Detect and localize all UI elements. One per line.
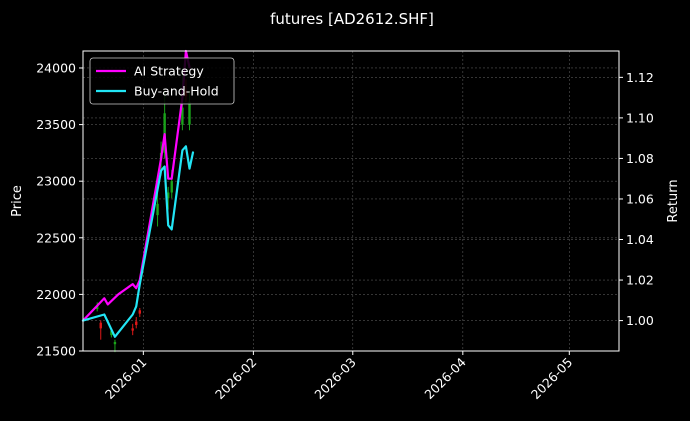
left-axis-ticks: 21500 22000 22500 23000 23500 24000 (36, 60, 83, 359)
y-tick-label-right: 1.06 (626, 191, 654, 206)
series-line-buy-and-hold (81, 145, 195, 338)
y-tick-label-left: 22500 (36, 230, 76, 245)
y-tick-label-right: 1.00 (626, 313, 654, 328)
candle-body (135, 321, 138, 325)
candle-body (166, 192, 170, 199)
candle-body (138, 310, 141, 314)
legend: AI Strategy Buy-and-Hold (89, 57, 235, 105)
candle-body (181, 107, 184, 125)
y-tick-label-left: 23000 (36, 174, 76, 189)
candle-body (131, 328, 134, 331)
plot-frame (82, 50, 620, 352)
legend-label: Buy-and-Hold (134, 84, 219, 99)
candle-body (95, 305, 99, 310)
candle-body (170, 181, 173, 193)
candle-body (113, 341, 117, 345)
y-tick-label-left: 23500 (36, 117, 76, 132)
y-tick-label-right: 1.12 (626, 70, 654, 85)
candle-body (110, 330, 113, 336)
y-axis-label-left: Price (10, 185, 25, 217)
y-tick-label-right: 1.10 (626, 110, 654, 125)
series-lines (81, 49, 195, 338)
series-line-ai-strategy (81, 49, 191, 322)
y-tick-label-right: 1.04 (626, 232, 654, 247)
candle-body (188, 101, 191, 125)
legend-box (89, 57, 235, 105)
y-tick-label-left: 22000 (36, 287, 76, 302)
candle-body (99, 322, 102, 329)
y-tick-label-right: 1.02 (626, 273, 654, 288)
y-axis-label-right: Return (666, 179, 681, 222)
candle-body (156, 203, 159, 216)
chart-title: futures [AD2612.SHF] (270, 10, 434, 28)
right-axis-ticks: 1.00 1.02 1.04 1.06 1.08 1.10 1.12 (619, 70, 654, 328)
y-tick-label-left: 21500 (36, 344, 76, 359)
y-tick-label-left: 24000 (36, 60, 76, 75)
y-tick-label-right: 1.08 (626, 151, 654, 166)
legend-label: AI Strategy (134, 64, 204, 79)
